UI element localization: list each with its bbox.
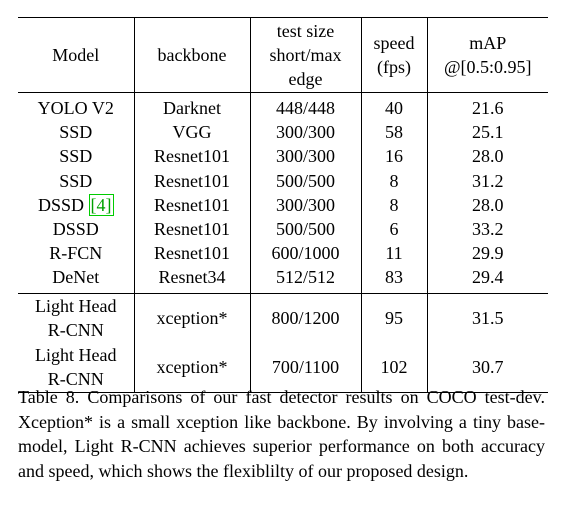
cell-map: 29.9 xyxy=(472,243,504,264)
cell-backbone: xception* xyxy=(134,342,251,393)
cell-map: 28.0 xyxy=(472,146,504,167)
cell-test-size: 448/448 xyxy=(250,92,362,121)
cell-backbone: Resnet101 xyxy=(134,168,251,193)
header-backbone: backbone xyxy=(134,17,251,93)
cell-test-size: 300/300 xyxy=(250,192,362,217)
header-test-size-line-1: test size xyxy=(276,21,335,41)
cell-model-line-2: R-CNN xyxy=(47,320,104,340)
cell-speed: 8 xyxy=(361,192,428,217)
cell-speed: 16 xyxy=(361,144,428,169)
cell-map: 33.2 xyxy=(472,219,504,240)
cell-model-line-1: Light Head xyxy=(35,345,117,365)
cell-model: SSD xyxy=(18,144,135,169)
header-map: mAP @[0.5:0.95] xyxy=(427,17,548,93)
citation-link[interactable]: [4] xyxy=(88,193,114,216)
cell-speed: 40 xyxy=(361,92,428,121)
cell-test-size: 700/1100 xyxy=(250,342,362,393)
table-row: R-FCN Resnet101 600/1000 11 29.9 xyxy=(18,241,548,266)
cell-map: 21.6 xyxy=(472,98,504,119)
table-caption: Table 8. Comparisons of our fast detecto… xyxy=(18,387,545,481)
cell-speed: 58 xyxy=(361,120,428,145)
cell-speed: 11 xyxy=(361,241,428,266)
cell-model-name: DSSD xyxy=(37,194,85,215)
table-row-ours: Light Head R-CNN xception* 800/1200 95 31… xyxy=(18,293,548,343)
cell-model: DSSD xyxy=(18,216,135,242)
cell-model: SSD xyxy=(18,120,135,145)
header-map-line-1: mAP xyxy=(469,33,507,53)
cell-model: Light Head R-CNN xyxy=(18,342,135,393)
header-model-label: Model xyxy=(52,45,100,65)
cell-speed: 102 xyxy=(361,342,428,393)
cell-speed: 95 xyxy=(361,293,428,343)
cell-backbone: Resnet101 xyxy=(134,241,251,266)
cell-test-size: 512/512 xyxy=(250,265,362,294)
table-row: SSD VGG 300/300 58 25.1 xyxy=(18,120,548,145)
cell-model: Light Head R-CNN xyxy=(18,293,135,343)
table-row: SSD Resnet101 300/300 16 28.0 xyxy=(18,144,548,169)
cell-speed: 83 xyxy=(361,265,428,294)
table-row: DSSD [4] Resnet101 300/300 8 28.0 xyxy=(18,192,548,217)
header-model: Model xyxy=(18,17,135,93)
header-test-size-line-3: edge xyxy=(288,69,323,89)
header-test-size-line-2: short/max xyxy=(269,45,342,65)
header-speed-line-1: speed xyxy=(373,33,415,53)
cell-test-size: 300/300 xyxy=(250,120,362,145)
cell-backbone: VGG xyxy=(134,120,251,145)
header-test-size: test size short/max edge xyxy=(250,17,362,93)
cell-map: 30.7 xyxy=(427,342,548,393)
cell-test-size: 800/1200 xyxy=(250,293,362,343)
table-row: DeNet Resnet34 512/512 83 29.4 xyxy=(18,265,548,294)
cell-map: 29.4 xyxy=(427,265,548,294)
cell-model: DSSD [4] xyxy=(18,192,135,217)
header-backbone-label: backbone xyxy=(157,45,227,65)
cell-model: YOLO V2 xyxy=(18,92,135,121)
cell-backbone: Resnet34 xyxy=(134,265,251,294)
cell-test-size: 300/300 xyxy=(250,144,362,169)
cell-speed: 8 xyxy=(361,168,428,193)
header-speed: speed (fps) xyxy=(361,17,428,93)
cell-model-line-2: R-CNN xyxy=(47,369,104,389)
cell-map: 25.1 xyxy=(472,122,504,143)
cell-model: SSD xyxy=(18,168,135,193)
header-row: Model backbone test size short/max edge … xyxy=(18,17,548,93)
cell-map: 28.0 xyxy=(472,194,504,215)
cell-map: 31.5 xyxy=(472,308,504,328)
results-table: Model backbone test size short/max edge … xyxy=(18,17,548,393)
table-row: DSSD Resnet101 500/500 6 33.2 xyxy=(18,216,548,242)
citation-number: 4 xyxy=(96,194,106,215)
cell-backbone: Resnet101 xyxy=(134,192,251,217)
cell-backbone: Resnet101 xyxy=(134,144,251,169)
cell-map: 31.2 xyxy=(472,170,504,191)
table-row-ours: Light Head R-CNN xception* 700/1100 102 3… xyxy=(18,342,548,393)
cell-backbone: xception* xyxy=(134,293,251,343)
table-row: YOLO V2 Darknet 448/448 40 21.6 xyxy=(18,92,548,121)
cell-test-size: 500/500 xyxy=(250,168,362,193)
header-speed-line-2: (fps) xyxy=(377,57,411,77)
header-map-line-2: @[0.5:0.95] xyxy=(443,57,532,77)
cell-test-size: 600/1000 xyxy=(250,241,362,266)
cell-model: R-FCN xyxy=(18,241,135,266)
cell-backbone: Darknet xyxy=(134,92,251,121)
cell-model: DeNet xyxy=(18,265,135,294)
table-row: SSD Resnet101 500/500 8 31.2 xyxy=(18,168,548,193)
cell-model-line-1: Light Head xyxy=(35,296,117,316)
cell-backbone: Resnet101 xyxy=(134,216,251,242)
cell-test-size: 500/500 xyxy=(250,216,362,242)
cell-speed: 6 xyxy=(361,216,428,242)
